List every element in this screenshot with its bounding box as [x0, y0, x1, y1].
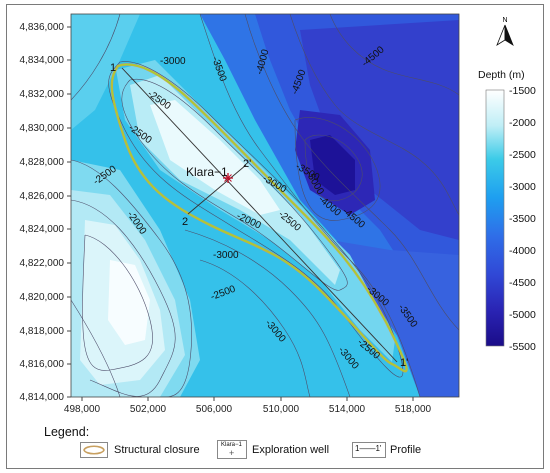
map-border — [70, 13, 460, 398]
y-tick-label: 4,836,000 — [20, 22, 65, 33]
legend-closure-swatch — [80, 442, 108, 458]
x-tick-label: 506,000 — [196, 404, 233, 415]
y-tick-label: 4,828,000 — [20, 157, 65, 168]
profile-label-1: 1 — [110, 62, 116, 74]
contour-lines — [71, 14, 459, 397]
north-label: N — [502, 17, 507, 24]
profile-line-1 — [121, 67, 398, 363]
colorbar-tick: -3000 — [509, 181, 536, 193]
y-tick-label: 4,824,000 — [20, 224, 65, 235]
colorbar-tick: -5500 — [509, 341, 536, 353]
colorbar-tick: -5000 — [509, 309, 536, 321]
y-tick-label: 4,834,000 — [20, 55, 65, 66]
profile-line-icon: 1——1' — [355, 444, 382, 453]
well-marker-icon: + — [229, 448, 235, 458]
x-tick-label: 518,000 — [395, 404, 432, 415]
legend-closure-label: Structural closure — [114, 444, 200, 456]
colorbar — [485, 89, 505, 347]
well-label: Klara−1 — [186, 165, 228, 179]
x-axis: 498,000 502,000 506,000 510,000 514,000 … — [64, 397, 432, 415]
y-axis: 4,836,000 4,834,000 4,832,000 4,830,000 … — [20, 22, 71, 403]
exploration-well-marker — [223, 173, 233, 183]
profile-label-1-prime: 1' — [400, 357, 408, 369]
closure-outline-icon — [83, 445, 105, 455]
north-arrow-icon — [496, 24, 514, 46]
y-tick-label: 4,818,000 — [20, 326, 65, 337]
x-tick-label: 498,000 — [64, 404, 101, 415]
x-tick-label: 510,000 — [263, 404, 300, 415]
legend-title: Legend: — [44, 425, 90, 439]
y-tick-label: 4,830,000 — [20, 123, 65, 134]
y-tick-label: 4,832,000 — [20, 89, 65, 100]
legend-profile-swatch: 1——1' — [352, 442, 386, 458]
x-tick-label: 502,000 — [130, 404, 167, 415]
legend-well-swatch: Klara−1 + — [217, 440, 247, 459]
x-tick-label: 514,000 — [329, 404, 366, 415]
structural-closure-inner — [111, 64, 407, 372]
colorbar-title: Depth (m) — [478, 69, 525, 81]
profile-label-2: 2 — [182, 216, 188, 228]
legend-profile-label: Profile — [390, 444, 422, 456]
colorbar-tick: -4500 — [509, 277, 536, 289]
colorbar-tick: -2000 — [509, 117, 536, 129]
profile-label-2-prime: 2' — [243, 158, 251, 170]
y-tick-label: 4,820,000 — [20, 292, 65, 303]
legend-well-label: Exploration well — [252, 444, 330, 456]
y-tick-label: 4,814,000 — [20, 392, 65, 403]
contour-label: -3000 — [160, 56, 186, 67]
profile-line-2 — [187, 164, 247, 215]
colorbar-tick: -4000 — [509, 245, 536, 257]
y-tick-label: 4,816,000 — [20, 359, 65, 370]
colorbar-tick: -1500 — [509, 85, 536, 97]
y-tick-label: 4,826,000 — [20, 191, 65, 202]
colorbar-tick: -3500 — [509, 213, 536, 225]
contour-label: -3000 — [213, 250, 239, 261]
legend-well-sample: Klara−1 — [221, 442, 242, 448]
y-tick-label: 4,822,000 — [20, 258, 65, 269]
colorbar-tick: -2500 — [509, 149, 536, 161]
colorbar-ticks: -1500 -2000 -2500 -3000 -3500 -4000 -450… — [509, 85, 536, 353]
